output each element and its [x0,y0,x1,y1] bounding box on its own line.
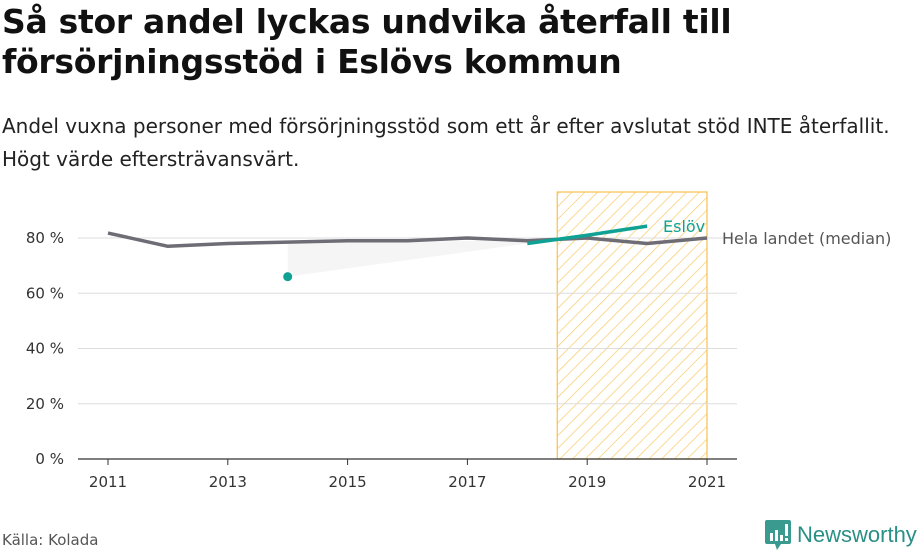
x-tick-label: 2019 [568,473,606,491]
data-point-eslov-2014 [283,272,293,282]
chart-subtitle: Andel vuxna personer med försörjningsstö… [2,114,890,171]
y-tick-label: 0 % [35,450,64,468]
series-line-eslov [527,224,648,246]
y-tick-label: 60 % [26,284,64,302]
series-line-national [107,231,708,249]
logo-text: Newsworthy [797,522,917,547]
y-tick-label: 20 % [26,395,64,413]
series-label-eslov: Eslöv [663,217,705,236]
x-tick-label: 2021 [688,473,726,491]
y-tick-label: 40 % [26,340,64,358]
x-tick-label: 2015 [329,473,367,491]
x-tick-label: 2013 [209,473,247,491]
newsworthy-logo[interactable]: Newsworthy [765,520,917,550]
x-tick-label: 2011 [89,473,127,491]
missing-data-area [287,240,528,277]
series-label-national: Hela landet (median) [722,229,891,248]
y-tick-label: 80 % [26,229,64,247]
logo-icon [765,520,791,550]
x-tick-label: 2017 [448,473,486,491]
source-note: Källa: Kolada [2,531,99,549]
chart-title: Så stor andel lyckas undvika återfall ti… [2,2,732,81]
